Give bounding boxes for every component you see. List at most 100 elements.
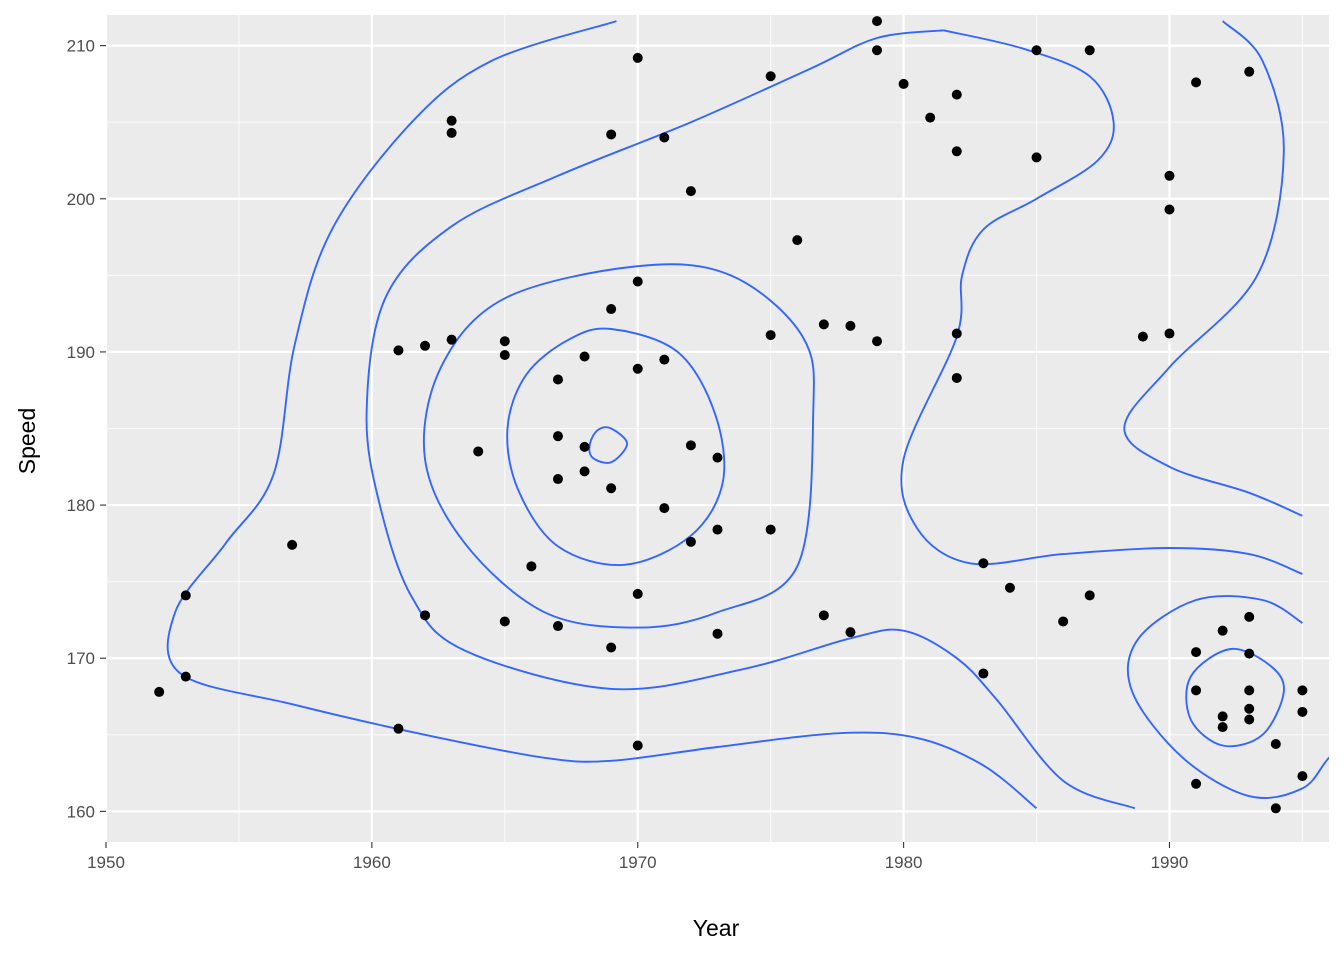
data-point (632, 740, 643, 751)
x-tick-label: 1950 (87, 853, 125, 872)
data-point (1031, 45, 1042, 56)
data-point (659, 132, 670, 143)
density-contour (1185, 647, 1285, 748)
density-contour (422, 263, 815, 629)
data-point (180, 671, 191, 682)
data-point (154, 686, 165, 697)
y-tick-label: 190 (67, 343, 95, 362)
y-tick-label: 160 (67, 802, 95, 821)
data-point (712, 628, 723, 639)
data-point (951, 89, 962, 100)
axis-ticks (100, 45, 1171, 848)
data-point (1244, 66, 1255, 77)
data-point (818, 610, 829, 621)
data-point (898, 78, 909, 89)
density-contour (506, 327, 726, 567)
data-point (1270, 803, 1281, 814)
data-point (632, 276, 643, 287)
data-point (765, 524, 776, 535)
data-point (1217, 722, 1228, 733)
data-point (845, 320, 856, 331)
data-point (685, 186, 696, 197)
data-point (1191, 77, 1202, 88)
y-tick-label: 200 (67, 190, 95, 209)
data-point (552, 374, 563, 385)
data-point (180, 590, 191, 601)
data-point (978, 558, 989, 569)
data-point (659, 503, 670, 514)
y-tick-labels: 160 170 180 190 200 210 (67, 37, 95, 822)
data-point (1244, 648, 1255, 659)
grid-major (104, 15, 1329, 842)
y-tick-label: 170 (67, 649, 95, 668)
data-point (552, 474, 563, 485)
data-point (632, 52, 643, 63)
x-axis-title: Year (693, 915, 740, 941)
grid-minor (106, 15, 1329, 842)
data-point (792, 235, 803, 246)
density-contour (365, 29, 1136, 810)
data-point (712, 524, 723, 535)
y-tick-label: 180 (67, 496, 95, 515)
data-point (552, 431, 563, 442)
data-point (526, 561, 537, 572)
data-points (154, 16, 1308, 814)
density-contour (1123, 20, 1303, 517)
data-point (287, 539, 298, 550)
density-contour (166, 20, 1038, 810)
data-point (1297, 706, 1308, 717)
data-point (951, 146, 962, 157)
data-point (393, 345, 404, 356)
data-point (632, 588, 643, 599)
data-point (1244, 611, 1255, 622)
data-point (1164, 204, 1175, 215)
data-point (1137, 331, 1148, 342)
data-point (1297, 685, 1308, 696)
x-tick-label: 1960 (353, 853, 391, 872)
data-point (951, 328, 962, 339)
x-tick-labels: 1950 1960 1970 1980 1990 (87, 853, 1188, 872)
data-point (446, 127, 457, 138)
data-point (925, 112, 936, 123)
y-axis-title: Speed (14, 408, 40, 475)
data-point (1164, 170, 1175, 181)
data-point (552, 621, 563, 632)
data-point (1058, 616, 1069, 627)
data-point (446, 115, 457, 126)
data-point (1217, 625, 1228, 636)
x-tick-label: 1970 (619, 853, 657, 872)
data-point (978, 668, 989, 679)
data-point (872, 16, 883, 27)
x-tick-label: 1980 (885, 853, 923, 872)
data-point (765, 71, 776, 82)
data-point (1217, 711, 1228, 722)
data-point (1004, 582, 1015, 593)
data-point (685, 536, 696, 547)
data-point (579, 351, 590, 362)
data-point (1031, 152, 1042, 163)
data-point (1084, 45, 1095, 56)
data-point (579, 441, 590, 452)
data-point (393, 723, 404, 734)
data-point (420, 610, 431, 621)
data-point (1244, 714, 1255, 725)
data-point (1244, 685, 1255, 696)
data-point (1191, 778, 1202, 789)
data-point (473, 446, 484, 457)
data-point (1270, 738, 1281, 749)
data-point (606, 642, 617, 653)
data-point (818, 319, 829, 330)
data-point (606, 483, 617, 494)
data-point (1164, 328, 1175, 339)
data-point (845, 627, 856, 638)
data-point (872, 336, 883, 347)
data-point (1297, 771, 1308, 782)
data-point (632, 363, 643, 374)
density-contour (588, 426, 629, 464)
data-point (446, 334, 457, 345)
data-point (579, 466, 590, 477)
data-point (1084, 590, 1095, 601)
y-tick-label: 210 (67, 37, 95, 56)
data-point (659, 354, 670, 365)
